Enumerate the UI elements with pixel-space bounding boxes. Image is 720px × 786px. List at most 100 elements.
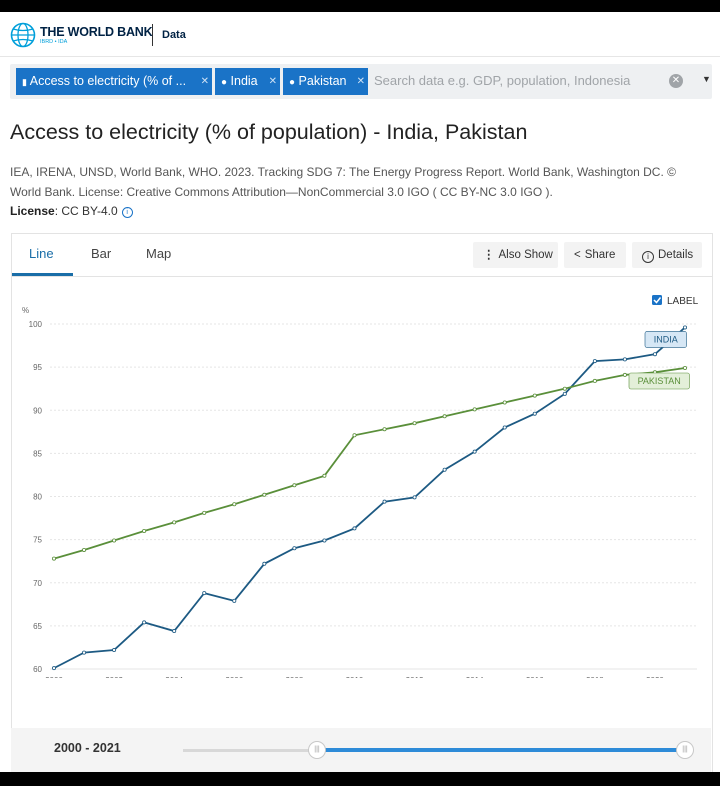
data-point[interactable] <box>292 546 297 551</box>
range-footer: 2000 - 2021 ||| ||| <box>11 728 711 772</box>
data-point[interactable] <box>472 449 477 454</box>
data-point[interactable] <box>82 650 87 655</box>
data-point[interactable] <box>202 591 207 596</box>
data-point[interactable] <box>322 538 327 543</box>
data-point[interactable] <box>202 510 207 515</box>
kebab-icon: ⋮ <box>483 249 495 261</box>
chip-india[interactable]: ● India ✕ <box>215 68 280 95</box>
chip-indicator[interactable]: ▮ Access to electricity (% of ... ✕ <box>16 68 212 95</box>
data-point[interactable] <box>502 400 507 405</box>
y-tick-label: 75 <box>33 536 42 545</box>
tab-bar[interactable]: Bar <box>91 246 112 261</box>
data-point[interactable] <box>562 391 567 396</box>
data-point[interactable] <box>172 520 177 525</box>
data-point[interactable] <box>562 386 567 391</box>
series-line-pakistan[interactable] <box>53 367 686 560</box>
y-axis: 60 65 70 75 80 85 90 95 100 <box>29 320 43 674</box>
checkbox-checked-icon[interactable] <box>652 295 662 305</box>
data-point[interactable] <box>112 648 117 653</box>
data-point[interactable] <box>592 359 597 364</box>
also-show-label: Also Show <box>498 249 553 261</box>
y-tick-label: 70 <box>33 579 42 588</box>
tab-line[interactable]: Line <box>29 246 54 261</box>
data-point[interactable] <box>652 352 657 357</box>
data-point[interactable] <box>262 492 267 497</box>
data-point[interactable] <box>683 325 688 330</box>
data-point[interactable] <box>382 427 387 432</box>
data-point[interactable] <box>82 547 87 552</box>
data-link[interactable]: Data <box>162 29 186 41</box>
chip-pakistan-label: Pakistan <box>298 74 347 88</box>
data-point[interactable] <box>52 666 57 671</box>
data-point[interactable] <box>412 495 417 500</box>
x-tick-label: 2012 <box>406 676 424 678</box>
year-range-label: 2000 - 2021 <box>54 741 121 755</box>
x-tick-label: 2002 <box>105 676 123 678</box>
range-end-handle[interactable]: ||| <box>676 741 694 759</box>
range-start-handle[interactable]: ||| <box>308 741 326 759</box>
y-tick-label: 85 <box>33 449 42 458</box>
data-point[interactable] <box>442 414 447 419</box>
details-label: Details <box>658 249 694 261</box>
data-point[interactable] <box>683 365 688 370</box>
checkmark-icon <box>653 297 662 304</box>
data-point[interactable] <box>622 357 627 362</box>
info-icon[interactable]: i <box>121 207 133 218</box>
data-point[interactable] <box>292 483 297 488</box>
data-point[interactable] <box>232 502 237 507</box>
data-point[interactable] <box>352 433 357 438</box>
data-point[interactable] <box>52 556 57 561</box>
data-point[interactable] <box>142 620 147 625</box>
chip-indicator-label: Access to electricity (% of ... <box>29 74 187 88</box>
share-button[interactable]: < Share <box>564 242 626 268</box>
chip-pakistan[interactable]: ● Pakistan ✕ <box>283 68 368 95</box>
data-point[interactable] <box>112 538 117 543</box>
data-point[interactable] <box>322 473 327 478</box>
data-point[interactable] <box>262 561 267 566</box>
license-value: : CC BY-4.0 <box>54 204 118 218</box>
details-button[interactable]: i Details <box>632 242 702 268</box>
data-point[interactable] <box>172 629 177 634</box>
chip-remove-icon[interactable]: ✕ <box>200 76 209 87</box>
x-tick-label: 2014 <box>466 676 484 678</box>
series-label-india: INDIA <box>654 334 678 344</box>
share-label: Share <box>584 249 616 261</box>
line-chart: 60 65 70 75 80 85 90 95 100 2000 2002 2004 2006 2008… <box>22 295 699 678</box>
x-tick-label: 2000 <box>45 676 63 678</box>
label-toggle[interactable]: LABEL <box>652 295 699 307</box>
data-point[interactable] <box>352 526 357 531</box>
data-point[interactable] <box>472 407 477 412</box>
data-point[interactable] <box>532 411 537 416</box>
location-pin-icon: ● <box>289 77 296 88</box>
tab-map[interactable]: Map <box>146 246 172 261</box>
search-input[interactable]: Search data e.g. GDP, population, Indone… <box>374 73 631 88</box>
header: THE WORLD BANK IBRD • IDA Data <box>0 12 720 57</box>
share-icon: < <box>574 249 581 261</box>
search-bar[interactable]: ▮ Access to electricity (% of ... ✕ ● In… <box>10 64 712 99</box>
also-show-button[interactable]: ⋮ Also Show <box>473 242 558 268</box>
chip-remove-icon[interactable]: ✕ <box>356 76 365 87</box>
clear-icon[interactable]: ✕ <box>669 74 683 88</box>
data-point[interactable] <box>142 528 147 533</box>
data-point[interactable] <box>592 378 597 383</box>
caret-down-icon[interactable]: ▼ <box>702 74 711 84</box>
brand-subtitle: IBRD • IDA <box>40 39 68 45</box>
chart-card: Line Bar Map ⋮ Also Show < Share i Details … <box>11 233 713 772</box>
header-divider <box>152 24 153 46</box>
data-point[interactable] <box>622 372 627 377</box>
brand-name[interactable]: THE WORLD BANK <box>40 25 153 39</box>
data-point[interactable] <box>532 393 537 398</box>
chip-remove-icon[interactable]: ✕ <box>268 76 277 87</box>
data-point[interactable] <box>382 499 387 504</box>
citation: IEA, IRENA, UNSD, World Bank, WHO. 2023.… <box>10 165 676 199</box>
data-point[interactable] <box>502 425 507 430</box>
data-point[interactable] <box>442 467 447 472</box>
series-line-india[interactable] <box>53 326 686 669</box>
world-bank-globe-icon[interactable] <box>10 22 36 48</box>
data-point[interactable] <box>232 598 237 603</box>
y-tick-label: 100 <box>29 320 43 329</box>
data-point[interactable] <box>412 421 417 426</box>
x-tick-label: 2018 <box>586 676 604 678</box>
y-tick-label: 60 <box>33 665 42 674</box>
page-title: Access to electricity (% of population) … <box>10 120 528 144</box>
